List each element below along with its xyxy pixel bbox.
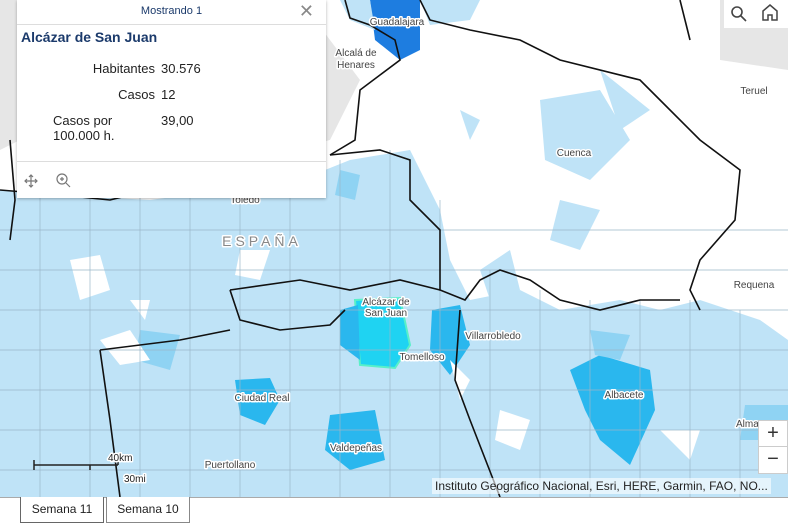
map-label: Puertollano	[205, 460, 256, 471]
map-label: Alma	[736, 419, 759, 430]
attribution: Instituto Geográfico Nacional, Esri, HER…	[432, 478, 771, 494]
map-label: Alcázar de	[362, 297, 410, 308]
close-button[interactable]: ✕	[298, 1, 314, 21]
popup-fields: Habitantes 30.576 Casos 12 Casos por 100.0…	[17, 61, 207, 154]
home-button[interactable]	[762, 4, 778, 21]
zoom-to-button[interactable]	[56, 173, 71, 188]
field-value: 39,00	[161, 113, 194, 128]
map-label: Henares	[337, 60, 375, 71]
map-label: Teruel	[740, 86, 767, 97]
field-label: Habitantes	[92, 61, 155, 76]
field-label: Casos por 100.000 h.	[53, 113, 115, 143]
popup-tools	[24, 173, 71, 188]
pan-button[interactable]	[24, 174, 38, 188]
field-label: Casos	[118, 87, 155, 102]
map-label: Valdepeñas	[330, 443, 382, 454]
scale-label: 40km	[108, 453, 132, 464]
zoom-in[interactable]: +	[758, 420, 788, 448]
search-button[interactable]	[731, 6, 747, 22]
map-label: Ciudad Real	[234, 393, 289, 404]
map-label: Tomelloso	[399, 352, 444, 363]
tab[interactable]: Semana 10	[106, 497, 190, 523]
toolbar	[724, 0, 788, 28]
tab[interactable]: Semana 11	[20, 497, 104, 523]
popup-header: Mostrando 1 ✕	[17, 0, 326, 25]
map-label: Villarrobledo	[465, 331, 521, 342]
popup-count: Mostrando 1	[140, 5, 203, 17]
map-label: Alcalá de	[335, 48, 377, 59]
map-label: ESPAÑA	[222, 233, 302, 249]
map-label: Guadalajara	[370, 17, 425, 28]
tab-bar: Semana 11 Semana 10	[0, 497, 788, 524]
scale-label: 30mi	[124, 474, 146, 485]
field-value: 12	[161, 87, 176, 102]
map-label: Albacete	[605, 390, 644, 401]
popup-footer	[17, 161, 326, 198]
popup-title: Alcázar de San Juan	[21, 29, 158, 45]
map: Guadalajara Alcalá de Henares Teruel Cue…	[0, 0, 788, 497]
field-value: 30.576	[161, 61, 201, 76]
zoom-out[interactable]: −	[758, 446, 788, 474]
map-label: San Juan	[365, 308, 407, 319]
popup: Mostrando 1 ✕ Alcázar de San Juan Habitan…	[17, 0, 326, 198]
map-label: Requena	[734, 280, 775, 291]
map-label: Cuenca	[557, 148, 592, 159]
